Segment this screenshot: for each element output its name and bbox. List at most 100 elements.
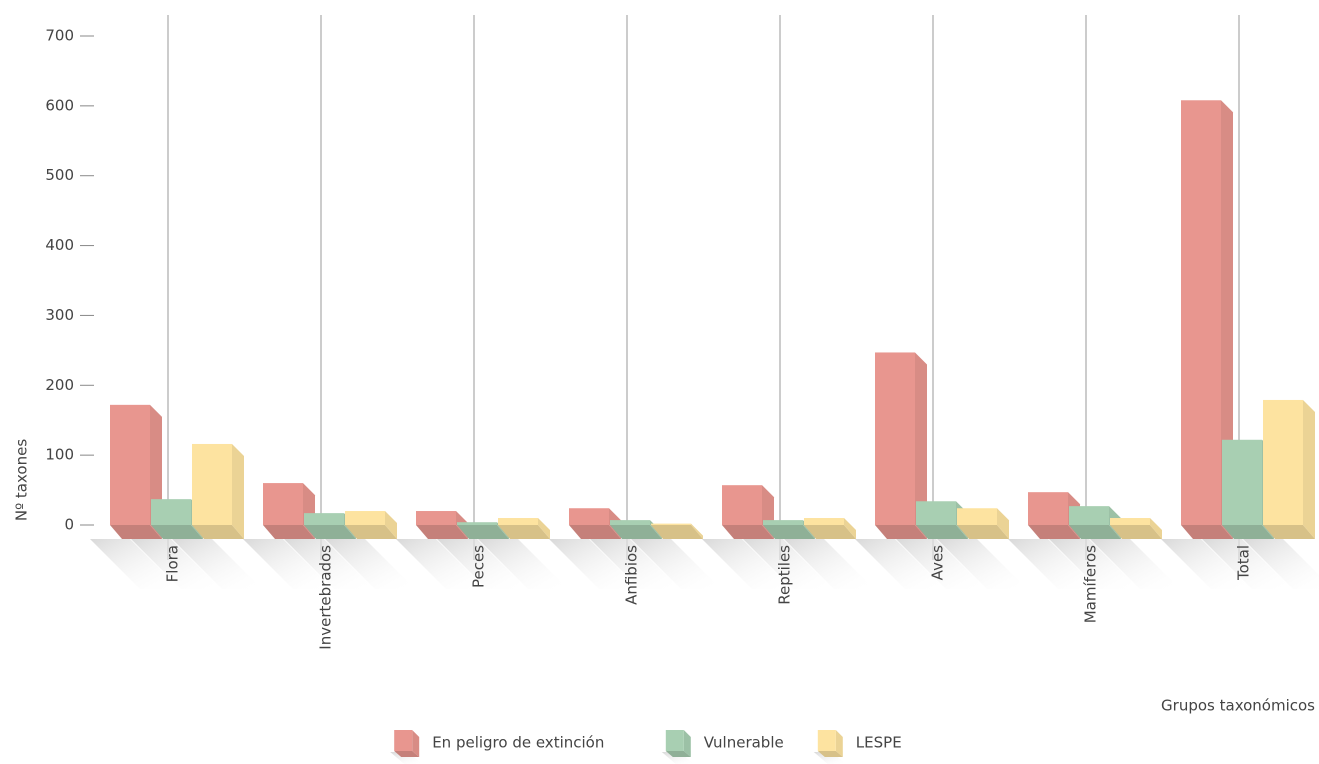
bar [1222, 439, 1262, 525]
bar [192, 443, 232, 525]
bar-base [651, 525, 703, 539]
ground-shadow [1008, 539, 1098, 589]
bar [916, 501, 956, 525]
bar [110, 404, 150, 525]
bar [610, 520, 650, 525]
bar-3d [702, 485, 792, 589]
bar-3d [631, 523, 721, 589]
x-tick-label: Mamíferos [1082, 545, 1100, 623]
x-tick-label: Total [1235, 545, 1253, 581]
bar [416, 511, 456, 525]
bar [1028, 492, 1068, 525]
bar [1110, 518, 1150, 525]
ground-shadow [1090, 539, 1180, 589]
ground-shadow [1202, 539, 1292, 589]
bar-3d [172, 443, 262, 589]
ground-shadow [90, 539, 180, 589]
ground-shadow [243, 539, 333, 589]
bar-base [763, 525, 815, 539]
bar-base [110, 525, 162, 539]
bar-3d [1008, 492, 1098, 589]
ground-shadow [396, 539, 486, 589]
bar-base [457, 525, 509, 539]
legend-shadow [390, 752, 423, 764]
bar [151, 499, 191, 525]
bar [1181, 100, 1221, 526]
bar-base [345, 525, 397, 539]
bar-side [232, 443, 244, 539]
ground-shadow [325, 539, 415, 589]
y-tick-label: 100 [45, 446, 74, 464]
legend-base [394, 751, 420, 757]
bar-side [385, 511, 397, 539]
bar [345, 511, 385, 525]
ground-shadow [702, 539, 792, 589]
y-tick-label: 0 [64, 516, 74, 534]
bar-base [1222, 525, 1274, 539]
bar [651, 523, 691, 525]
legend-side [412, 730, 420, 757]
bar-base [304, 525, 356, 539]
legend-side [835, 730, 843, 757]
legend-label: En peligro de extinción [432, 734, 604, 752]
bar [498, 518, 538, 525]
bar-side [997, 508, 1009, 539]
bar-3d [478, 518, 568, 589]
bar [1069, 506, 1109, 525]
y-tick-label: 700 [45, 27, 74, 45]
ground-shadow [784, 539, 874, 589]
ground-shadow [937, 539, 1027, 589]
bar-base [569, 525, 621, 539]
bar-3d [937, 508, 1027, 589]
legend-swatch [665, 730, 684, 751]
ground-shadow [172, 539, 262, 589]
bar [957, 508, 997, 525]
x-axis-title: Grupos taxonómicos [1161, 697, 1315, 715]
bar [763, 520, 803, 525]
legend-base [665, 751, 691, 757]
ground-shadow [437, 539, 527, 589]
bar-3d [855, 352, 945, 589]
legend-item: LESPE [813, 730, 902, 764]
x-tick-label: Anfibios [623, 545, 641, 605]
bar-base [416, 525, 468, 539]
bar-base [192, 525, 244, 539]
ground-shadow [1243, 539, 1319, 589]
bar-3d [1243, 399, 1319, 589]
ground-shadow [855, 539, 945, 589]
bar-base [916, 525, 968, 539]
x-tick-label: Invertebrados [317, 545, 335, 650]
x-tick-label: Flora [164, 545, 182, 582]
bar [569, 508, 609, 525]
y-tick-label: 600 [45, 96, 74, 114]
ground-shadow [896, 539, 986, 589]
bar-3d [243, 483, 333, 589]
ground-shadow [743, 539, 833, 589]
legend-swatch [394, 730, 413, 751]
bar-side [915, 352, 927, 539]
ground-shadow [478, 539, 568, 589]
legend-label: LESPE [856, 734, 902, 752]
bar-base [151, 525, 203, 539]
bar-base [1181, 525, 1233, 539]
legend-item: Vulnerable [661, 730, 784, 764]
bar-side [1150, 518, 1162, 539]
bar-base [1028, 525, 1080, 539]
y-tick-label: 300 [45, 306, 74, 324]
bar [457, 522, 497, 525]
bar-3d [1161, 100, 1251, 589]
legend-label: Vulnerable [704, 734, 784, 752]
bar-base [875, 525, 927, 539]
bar [263, 483, 303, 525]
bar-side [844, 518, 856, 539]
bar-side [1303, 399, 1315, 539]
ground-shadow [284, 539, 374, 589]
ground-shadow [631, 539, 721, 589]
bar-base [498, 525, 550, 539]
legend-side [683, 730, 691, 757]
bar [722, 485, 762, 525]
ground-shadow [131, 539, 221, 589]
legend-shadow [661, 752, 694, 764]
bar-base [1110, 525, 1162, 539]
